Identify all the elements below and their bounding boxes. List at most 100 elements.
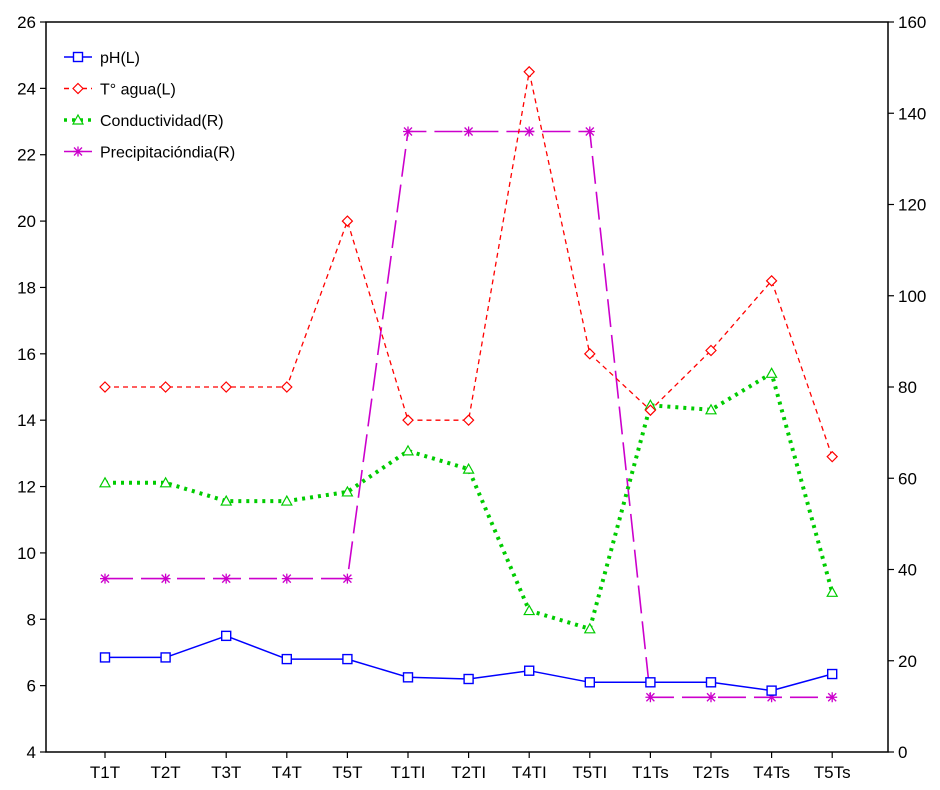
data-point-conductividad-r <box>462 462 475 474</box>
data-point-conductividad-r <box>98 476 112 488</box>
x-axis-tick-label: T1T <box>90 763 120 782</box>
legend-label-conductividad-r: Conductividad(R) <box>100 113 224 130</box>
data-point-conductividad-r <box>523 604 536 616</box>
left-axis-tick-label: 4 <box>27 743 36 762</box>
data-point-conductividad-r <box>583 622 596 634</box>
data-point-precipitaci-ndia-r <box>100 573 110 584</box>
data-point-ph-l <box>766 685 777 696</box>
x-axis: T1T T2T T3T T4T T5T T1TI T2TI T4TI T5TI T1Ts T2Ts T… <box>90 752 851 782</box>
data-point-precipitaci-ndia-r <box>160 573 171 584</box>
data-point-t-agua-l <box>705 344 717 357</box>
right-axis-tick-label: 60 <box>898 469 917 488</box>
data-point-t-agua-l <box>765 274 778 287</box>
data-point-conductividad-r <box>341 485 354 497</box>
data-point-conductividad-r <box>220 494 233 506</box>
right-axis-tick-label: 100 <box>898 287 926 306</box>
data-point-ph-l <box>220 630 232 642</box>
data-point-precipitaci-ndia-r <box>403 126 413 137</box>
data-point-t-agua-l <box>462 414 475 427</box>
data-point-ph-l <box>705 677 717 688</box>
right-axis-tick-label: 120 <box>898 196 926 215</box>
data-point-t-agua-l <box>523 65 536 78</box>
legend-marker-precipitaci-ndia-r <box>73 146 83 157</box>
data-point-ph-l <box>524 665 535 676</box>
left-axis-tick-label: 16 <box>17 345 36 364</box>
x-axis-tick-label: T5TI <box>572 763 607 782</box>
data-point-ph-l <box>645 677 656 688</box>
legend-marker-ph-l <box>72 51 84 63</box>
left-axis: 4 6 8 10 12 14 16 18 20 22 24 26 <box>17 13 46 762</box>
data-point-t-agua-l <box>644 404 657 417</box>
legend-item-precipitaci-ndia-r: Precipitacióndia(R) <box>64 145 235 162</box>
data-point-t-agua-l <box>341 215 354 227</box>
data-point-t-agua-l <box>826 450 839 463</box>
data-point-precipitaci-ndia-r <box>524 126 535 137</box>
left-axis-tick-label: 20 <box>17 212 36 231</box>
x-axis-tick-label: T2T <box>150 763 180 782</box>
x-axis-tick-label: T5T <box>332 763 362 782</box>
x-axis-tick-label: T1TI <box>391 763 426 782</box>
right-axis-tick-label: 140 <box>898 104 926 123</box>
legend-marker-t-agua-l <box>72 82 84 95</box>
x-axis-tick-label: T4T <box>272 763 302 782</box>
data-point-precipitaci-ndia-r <box>645 692 656 703</box>
x-axis-tick-label: T1Ts <box>632 763 669 782</box>
data-point-t-agua-l <box>220 381 233 393</box>
left-axis-tick-label: 14 <box>17 411 36 430</box>
legend-label-precipitaci-ndia-r: Precipitacióndia(R) <box>100 145 235 162</box>
data-point-precipitaci-ndia-r <box>584 126 595 137</box>
left-axis-tick-label: 6 <box>27 677 36 696</box>
data-point-ph-l <box>160 652 171 663</box>
data-point-precipitaci-ndia-r <box>706 692 716 703</box>
data-point-t-agua-l <box>99 381 111 393</box>
data-point-t-agua-l <box>280 381 293 393</box>
x-axis-tick-label: T4TI <box>512 763 547 782</box>
data-point-ph-l <box>827 668 838 680</box>
series-ph-l <box>99 630 838 696</box>
data-point-conductividad-r <box>765 367 778 378</box>
legend: pH(L) T° agua(L) Conductividad(R) Precipita… <box>64 50 235 162</box>
data-point-t-agua-l <box>159 381 172 393</box>
left-axis-tick-label: 24 <box>17 79 36 98</box>
legend-item-t-agua-l: T° agua(L) <box>64 82 176 99</box>
data-point-conductividad-r <box>826 586 839 597</box>
data-point-conductividad-r <box>159 476 172 488</box>
right-axis-tick-label: 80 <box>898 378 917 397</box>
data-point-ph-l <box>584 677 595 688</box>
series-t-agua-l <box>99 65 839 463</box>
right-axis-tick-label: 0 <box>898 743 907 762</box>
x-axis-tick-label: T3T <box>211 763 241 782</box>
left-axis-tick-label: 22 <box>17 146 36 165</box>
data-point-conductividad-r <box>280 494 293 506</box>
x-axis-tick-label: T2TI <box>451 763 486 782</box>
series-conductividad-r <box>98 367 839 634</box>
right-axis-tick-label: 20 <box>898 652 917 671</box>
data-point-ph-l <box>99 652 111 663</box>
data-point-precipitaci-ndia-r <box>281 573 292 584</box>
x-axis-tick-label: T5Ts <box>814 763 851 782</box>
data-point-conductividad-r <box>401 444 415 456</box>
data-point-precipitaci-ndia-r <box>827 692 838 703</box>
data-point-ph-l <box>281 653 292 665</box>
left-axis-tick-label: 10 <box>17 544 36 563</box>
series-layer <box>98 65 839 703</box>
left-axis-tick-label: 18 <box>17 278 36 297</box>
legend-label-ph-l: pH(L) <box>100 50 140 67</box>
right-axis-tick-label: 40 <box>898 561 917 580</box>
data-point-ph-l <box>463 673 474 685</box>
series-line-conductividad-r <box>105 371 835 631</box>
data-point-precipitaci-ndia-r <box>221 573 232 584</box>
data-point-ph-l <box>402 672 414 683</box>
data-point-precipitaci-ndia-r <box>463 126 474 137</box>
legend-label-t-agua-l: T° agua(L) <box>100 82 176 99</box>
data-point-precipitaci-ndia-r <box>342 573 353 584</box>
series-precipitaci-ndia-r <box>100 126 838 703</box>
left-axis-tick-label: 12 <box>17 478 36 497</box>
left-axis-tick-label: 8 <box>27 610 36 629</box>
right-axis: 0 20 40 60 80 100 120 140 160 <box>888 13 926 762</box>
data-point-ph-l <box>342 653 353 665</box>
data-point-t-agua-l <box>583 347 596 360</box>
data-point-t-agua-l <box>402 414 414 427</box>
